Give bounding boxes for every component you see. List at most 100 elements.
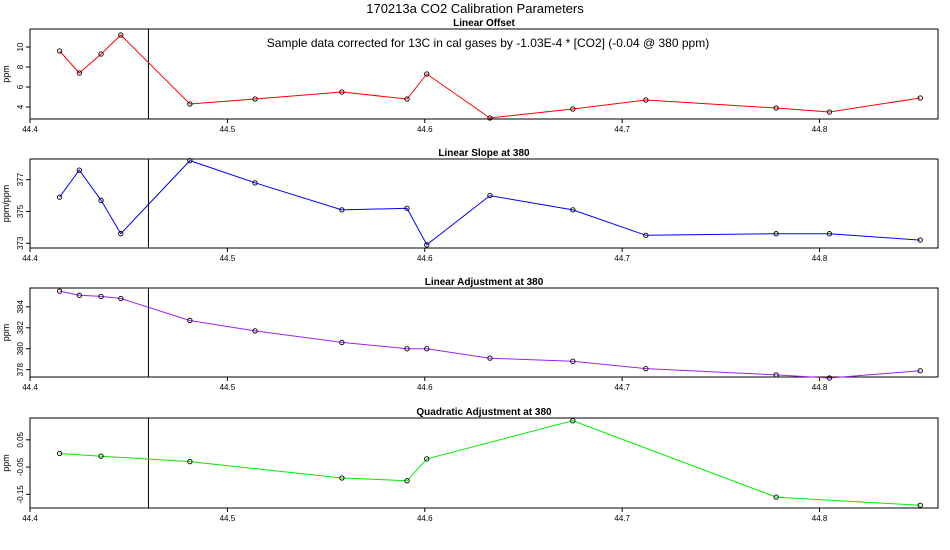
data-point — [404, 96, 410, 102]
data-point — [118, 231, 124, 237]
x-tick-label: 44.7 — [614, 125, 630, 134]
data-point — [826, 109, 833, 115]
data-point — [339, 207, 345, 213]
data-point — [118, 32, 124, 38]
y-tick-label: 6 — [16, 84, 25, 89]
x-tick-label: 44.5 — [220, 514, 236, 523]
x-tick-label: 44.7 — [614, 383, 630, 392]
data-point — [917, 368, 923, 374]
data-point — [252, 96, 258, 102]
data-point — [643, 97, 649, 103]
data-point — [570, 418, 576, 424]
data-point — [487, 192, 493, 199]
correction-note: Sample data corrected for 13C in cal gas… — [267, 36, 709, 50]
data-point — [98, 197, 104, 203]
data-point — [424, 346, 430, 352]
data-point — [404, 478, 410, 484]
data-point — [404, 205, 410, 211]
data-point — [339, 89, 345, 95]
panel-1: Linear Offset ppm 44.4 44.5 44.6 44.7 44.8 4 6 8 1… — [1, 18, 939, 134]
panel-3: Linear Adjustment at 380 ppm 44.4 44.5 44.6 4… — [1, 277, 939, 392]
data-point — [487, 115, 493, 121]
data-point — [917, 502, 923, 508]
y-tick-label: 384 — [16, 300, 25, 314]
panel-title: Quadratic Adjustment at 380 — [416, 407, 552, 418]
panel-2: Linear Slope at 380 ppm/ppm 44.4 44.5 44.6 44… — [1, 148, 939, 263]
y-tick-label: 378 — [16, 362, 25, 376]
data-point — [118, 295, 124, 302]
x-tick-label: 44.4 — [22, 514, 38, 523]
panel-4: Quadratic Adjustment at 380 ppm 44.4 44.5 44… — [1, 407, 939, 523]
x-tick-label: 44.4 — [22, 254, 38, 263]
data-point — [56, 48, 63, 54]
x-tick-label: 44.6 — [417, 383, 433, 392]
data-point — [56, 450, 63, 457]
data-point — [917, 95, 923, 101]
x-tick-label: 44.8 — [812, 514, 828, 523]
data-point — [773, 231, 779, 237]
y-axis-label: ppm — [1, 454, 11, 472]
series-line — [59, 34, 921, 119]
data-point — [76, 167, 82, 173]
y-tick-label: 10 — [16, 42, 25, 51]
x-tick-label: 44.8 — [812, 125, 828, 134]
data-point — [424, 242, 430, 248]
y-tick-label: 375 — [16, 204, 25, 218]
y-tick-label: 373 — [16, 236, 25, 250]
plot-frame — [29, 417, 939, 509]
data-point — [570, 106, 576, 112]
data-point — [424, 71, 430, 77]
series-line — [59, 420, 921, 506]
page-title: 170213a CO2 Calibration Parameters — [366, 1, 584, 16]
y-axis-label: ppm — [1, 65, 11, 83]
data-point — [76, 292, 82, 298]
data-point — [98, 293, 104, 300]
y-axis-label: ppm/ppm — [1, 185, 11, 223]
data-point — [56, 288, 63, 294]
y-tick-label: -0.05 — [16, 457, 25, 476]
y-tick-label: 377 — [16, 172, 25, 186]
data-point — [187, 317, 193, 324]
panel-title: Linear Adjustment at 380 — [425, 277, 544, 288]
data-point — [187, 101, 193, 107]
data-point — [339, 475, 345, 481]
y-tick-label: 8 — [16, 64, 25, 69]
x-tick-label: 44.8 — [812, 383, 828, 392]
data-point — [570, 207, 576, 213]
x-tick-label: 44.7 — [614, 254, 630, 263]
plot-frame — [29, 28, 939, 120]
data-point — [252, 180, 258, 186]
data-point — [487, 355, 493, 361]
data-point — [56, 194, 63, 200]
panel-title: Linear Slope at 380 — [438, 148, 530, 159]
data-point — [643, 232, 649, 238]
plot-frame — [29, 287, 939, 378]
data-point — [570, 358, 576, 364]
data-point — [252, 328, 258, 334]
series-line — [59, 290, 921, 379]
x-tick-label: 44.6 — [417, 125, 433, 134]
x-tick-label: 44.8 — [812, 254, 828, 263]
x-tick-label: 44.4 — [22, 125, 38, 134]
y-tick-label: -0.15 — [16, 485, 25, 504]
x-tick-label: 44.5 — [220, 254, 236, 263]
x-tick-label: 44.4 — [22, 383, 38, 392]
data-point — [826, 375, 833, 381]
data-point — [404, 346, 410, 352]
y-tick-label: 382 — [16, 321, 25, 335]
data-point — [773, 494, 779, 500]
data-point — [98, 51, 104, 57]
data-point — [76, 70, 82, 76]
y-tick-label: 0.05 — [16, 431, 25, 447]
y-tick-label: 4 — [16, 104, 25, 109]
data-point — [773, 372, 779, 378]
data-point — [187, 157, 193, 164]
x-tick-label: 44.7 — [614, 514, 630, 523]
data-point — [98, 453, 104, 459]
panel-title: Linear Offset — [453, 18, 515, 29]
data-point — [917, 237, 923, 243]
data-point — [643, 365, 649, 372]
x-tick-label: 44.6 — [417, 254, 433, 263]
